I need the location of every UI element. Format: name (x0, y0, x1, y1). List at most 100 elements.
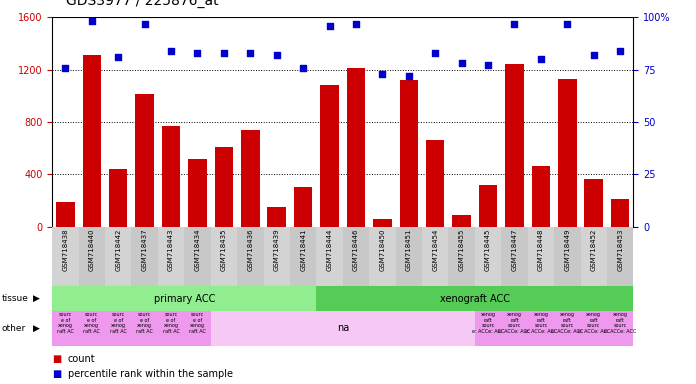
Bar (320, 85, 339, 227)
Bar (132, 227, 158, 286)
Text: GSM718436: GSM718436 (247, 228, 253, 271)
Bar (211, 227, 237, 286)
Bar (162, 126, 180, 227)
Text: GSM718452: GSM718452 (591, 228, 596, 271)
Bar (188, 159, 207, 227)
Text: GSM718450: GSM718450 (379, 228, 386, 271)
Bar (585, 179, 603, 227)
Bar (532, 166, 550, 227)
Text: GSM718437: GSM718437 (142, 228, 148, 271)
Bar (400, 80, 418, 227)
Bar (214, 147, 233, 227)
Text: GSM718445: GSM718445 (485, 228, 491, 271)
Point (271, 52, 283, 58)
Bar (264, 227, 290, 286)
Bar (558, 79, 576, 227)
Bar (448, 227, 475, 286)
Text: GSM718442: GSM718442 (116, 228, 121, 271)
Bar (109, 169, 127, 227)
Bar (479, 185, 498, 227)
Bar (294, 187, 313, 227)
Text: GSM718453: GSM718453 (617, 228, 623, 271)
Text: GSM718434: GSM718434 (194, 228, 200, 271)
Point (482, 62, 493, 68)
Bar (83, 55, 101, 227)
Bar (580, 227, 607, 286)
Point (219, 50, 230, 56)
Bar (528, 227, 554, 286)
Text: xenog
raft
sourc
e: ACCe: ACC: xenog raft sourc e: ACCe: ACC (578, 312, 610, 334)
Bar (475, 311, 633, 346)
Bar (317, 286, 633, 311)
Bar (56, 202, 74, 227)
Text: tissue: tissue (1, 294, 29, 303)
Bar (426, 140, 445, 227)
Text: percentile rank within the sample: percentile rank within the sample (68, 369, 232, 379)
Text: GSM718441: GSM718441 (300, 228, 306, 271)
Text: GSM718454: GSM718454 (432, 228, 438, 271)
Point (86, 18, 97, 25)
Point (377, 71, 388, 77)
Text: na: na (337, 323, 349, 333)
Bar (267, 207, 286, 227)
Point (298, 65, 309, 71)
Text: xenograft ACC: xenograft ACC (440, 293, 510, 304)
Text: other: other (1, 324, 26, 333)
Text: GSM718447: GSM718447 (512, 228, 518, 271)
Bar (158, 227, 184, 286)
Text: ▶: ▶ (33, 294, 40, 303)
Point (113, 54, 124, 60)
Point (562, 20, 573, 26)
Text: GSM718440: GSM718440 (89, 228, 95, 271)
Bar (347, 68, 365, 227)
Text: GSM718449: GSM718449 (564, 228, 570, 271)
Text: GSM718448: GSM718448 (538, 228, 544, 271)
Text: GSM718446: GSM718446 (353, 228, 359, 271)
Point (456, 60, 467, 66)
Bar (317, 227, 343, 286)
Bar (136, 94, 154, 227)
Bar (211, 311, 475, 346)
Point (245, 50, 256, 56)
Bar (342, 227, 369, 286)
Text: GSM718438: GSM718438 (63, 228, 68, 271)
Text: count: count (68, 354, 95, 364)
Bar (290, 227, 317, 286)
Bar (501, 227, 528, 286)
Point (588, 52, 599, 58)
Bar (452, 215, 471, 227)
Point (166, 48, 177, 54)
Point (429, 50, 441, 56)
Point (192, 50, 203, 56)
Point (350, 20, 361, 26)
Text: xenog
raft
sourc
e: ACCe: ACC: xenog raft sourc e: ACCe: ACC (525, 312, 557, 334)
Bar (475, 227, 501, 286)
Text: primary ACC: primary ACC (154, 293, 215, 304)
Bar (422, 227, 448, 286)
Text: GSM718435: GSM718435 (221, 228, 227, 271)
Point (324, 23, 335, 29)
Text: GSM718455: GSM718455 (459, 228, 465, 271)
Text: GDS3977 / 225876_at: GDS3977 / 225876_at (66, 0, 219, 8)
Text: sourc
e of
xenog
raft AC: sourc e of xenog raft AC (110, 312, 127, 334)
Text: sourc
e of
xenog
raft AC: sourc e of xenog raft AC (163, 312, 180, 334)
Point (139, 20, 150, 26)
Text: xenog
raft
sourc
e: ACCe: ACC: xenog raft sourc e: ACCe: ACC (498, 312, 530, 334)
Text: xenog
raft
sourc
e: ACCe: ACC: xenog raft sourc e: ACCe: ACC (604, 312, 636, 334)
Text: GSM718439: GSM718439 (274, 228, 280, 271)
Bar (105, 227, 132, 286)
Text: ■: ■ (52, 369, 61, 379)
Point (509, 20, 520, 26)
Bar (237, 227, 264, 286)
Text: sourc
e of
xenog
raft AC: sourc e of xenog raft AC (84, 312, 100, 334)
Text: GSM718451: GSM718451 (406, 228, 412, 271)
Bar (611, 199, 629, 227)
Bar (505, 65, 523, 227)
Text: xenog
raft
sourc
e: ACCe: ACC: xenog raft sourc e: ACCe: ACC (551, 312, 583, 334)
Bar (241, 130, 260, 227)
Point (535, 56, 546, 62)
Point (60, 65, 71, 71)
Bar (184, 227, 211, 286)
Bar (554, 227, 580, 286)
Text: GSM718444: GSM718444 (326, 228, 333, 271)
